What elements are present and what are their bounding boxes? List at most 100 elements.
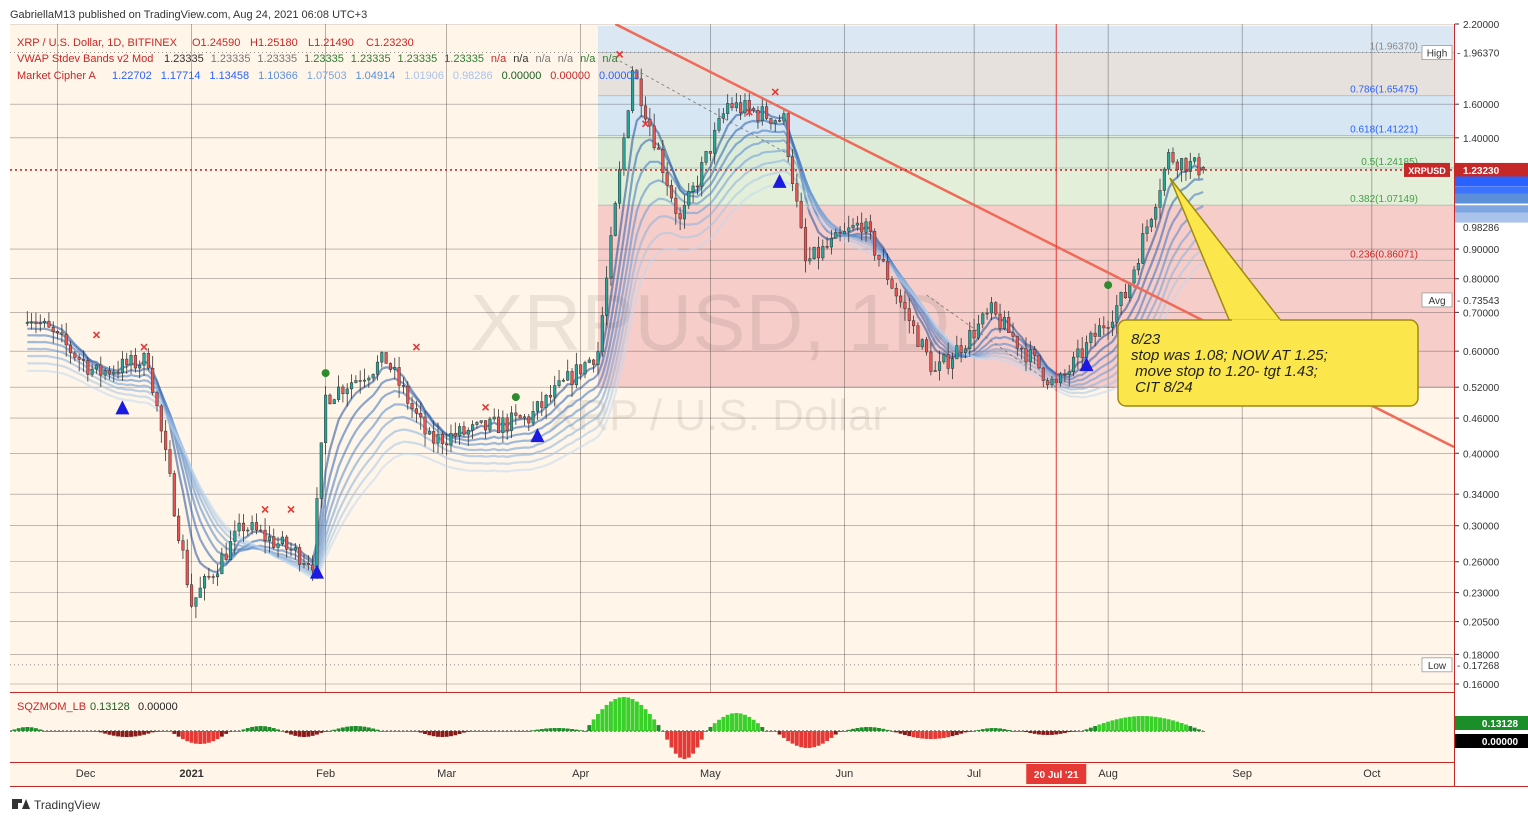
histogram-bar <box>172 731 177 734</box>
candle <box>220 547 224 575</box>
histogram-bar <box>1149 716 1154 731</box>
histogram-bar <box>609 701 613 731</box>
candle <box>86 357 90 382</box>
histogram-bar <box>1179 723 1184 731</box>
candle <box>899 289 903 308</box>
time-label: May <box>700 768 721 780</box>
histogram-bar <box>284 731 289 733</box>
candle <box>99 356 103 388</box>
time-scale[interactable]: Dec 2021 Feb Mar Apr May Jun Jul Aug Sep Oct 20 Jul… <box>76 764 1381 784</box>
histogram-bar <box>1196 729 1201 731</box>
indicator-badge-2 <box>1455 734 1528 748</box>
candle <box>834 228 838 239</box>
cross-icon <box>641 120 650 128</box>
candle <box>1115 294 1119 334</box>
candle <box>388 362 393 373</box>
histogram-bar <box>1132 716 1137 731</box>
candle <box>267 525 271 553</box>
time-axis[interactable] <box>10 762 1454 786</box>
candle <box>1015 335 1019 357</box>
legend-ohlc: O1.24590 H1.25180 L1.21490 C1.23230 <box>192 37 414 49</box>
candle <box>916 322 920 348</box>
candle <box>146 348 150 371</box>
fib-label: 1(1.96370) <box>1370 42 1418 53</box>
histogram-bar <box>704 731 709 732</box>
candle <box>518 414 522 419</box>
histogram-bar <box>401 731 406 732</box>
candle <box>1059 371 1063 387</box>
price-scale[interactable]: 2.20000 1.60000 1.40000 0.90000 0.80000 0.700… <box>1404 20 1528 786</box>
histogram-bar <box>855 727 860 731</box>
candle <box>471 420 475 439</box>
histogram-bar <box>431 731 436 737</box>
legend-sqzmom[interactable]: SQZMOM_LB <box>17 701 86 713</box>
candle <box>1201 165 1205 174</box>
candle <box>272 528 276 550</box>
histogram-bar <box>652 719 657 731</box>
histogram-bar <box>129 731 133 737</box>
fib-zone <box>597 167 1454 206</box>
candle <box>462 421 466 437</box>
histogram-bar <box>371 728 376 731</box>
histogram-bar <box>449 731 453 737</box>
histogram-bar <box>410 731 415 732</box>
candle <box>1149 217 1153 233</box>
price-tick-label: 1.40000 <box>1463 134 1500 145</box>
legend-market-cipher[interactable]: Market Cipher A <box>17 70 97 82</box>
squeeze-momentum-histogram[interactable] <box>8 697 1206 759</box>
candle <box>94 364 99 374</box>
ribbon-band <box>27 180 1204 580</box>
histogram-bar <box>561 728 566 731</box>
candle <box>289 542 293 557</box>
candle <box>821 239 825 261</box>
histogram-bar <box>959 731 964 734</box>
price-tick-label: 0.34000 <box>1463 490 1500 501</box>
histogram-bar <box>1088 727 1093 731</box>
time-label: Feb <box>316 768 335 780</box>
histogram-bar <box>297 731 302 737</box>
legend-vwap[interactable]: VWAP Stdev Bands v2 Mod <box>17 53 153 65</box>
candle <box>285 534 289 558</box>
histogram-bar <box>120 731 125 737</box>
price-candles[interactable] <box>25 66 1205 619</box>
legend-value: 1.22702 <box>112 70 152 82</box>
histogram-bar <box>1080 731 1085 732</box>
annotation-callout[interactable]: 8/23 stop was 1.08; NOW AT 1.25; move st… <box>1117 177 1419 407</box>
histogram-bar <box>665 731 670 740</box>
dashed-guide <box>619 60 793 157</box>
histogram-bar <box>1093 726 1098 731</box>
buy-triangle-icon <box>1079 357 1094 372</box>
histogram-bar <box>98 731 103 733</box>
histogram-bar <box>596 714 600 731</box>
candle <box>1106 320 1110 340</box>
histogram-bar <box>444 731 449 737</box>
mca-badge <box>1455 205 1528 216</box>
legend-symbol[interactable]: XRP / U.S. Dollar, 1D, BITFINEX <box>17 37 178 49</box>
candle <box>561 378 565 383</box>
histogram-bar <box>159 731 164 732</box>
tradingview-logo[interactable]: TradingView <box>12 798 100 812</box>
candle <box>925 336 929 356</box>
candle <box>397 356 401 398</box>
histogram-bar <box>578 730 583 732</box>
histogram-bar <box>202 731 207 744</box>
candle <box>319 442 323 509</box>
candle <box>553 375 557 407</box>
candle <box>453 422 457 444</box>
legend-value: 1.23335 <box>257 53 297 65</box>
symbol-badge-label: XRPUSD <box>1408 166 1446 176</box>
histogram-bar <box>155 731 159 732</box>
candle <box>203 573 207 601</box>
candle <box>695 175 699 195</box>
candle <box>207 567 211 580</box>
histogram-bar <box>427 731 432 736</box>
histogram-bar <box>77 731 82 732</box>
candle <box>609 226 613 286</box>
legend-value: n/a <box>558 53 574 65</box>
dashed-guide <box>926 294 1057 388</box>
candle <box>1162 167 1166 196</box>
candle <box>362 368 367 388</box>
legend-value: 1.23335 <box>164 53 204 65</box>
